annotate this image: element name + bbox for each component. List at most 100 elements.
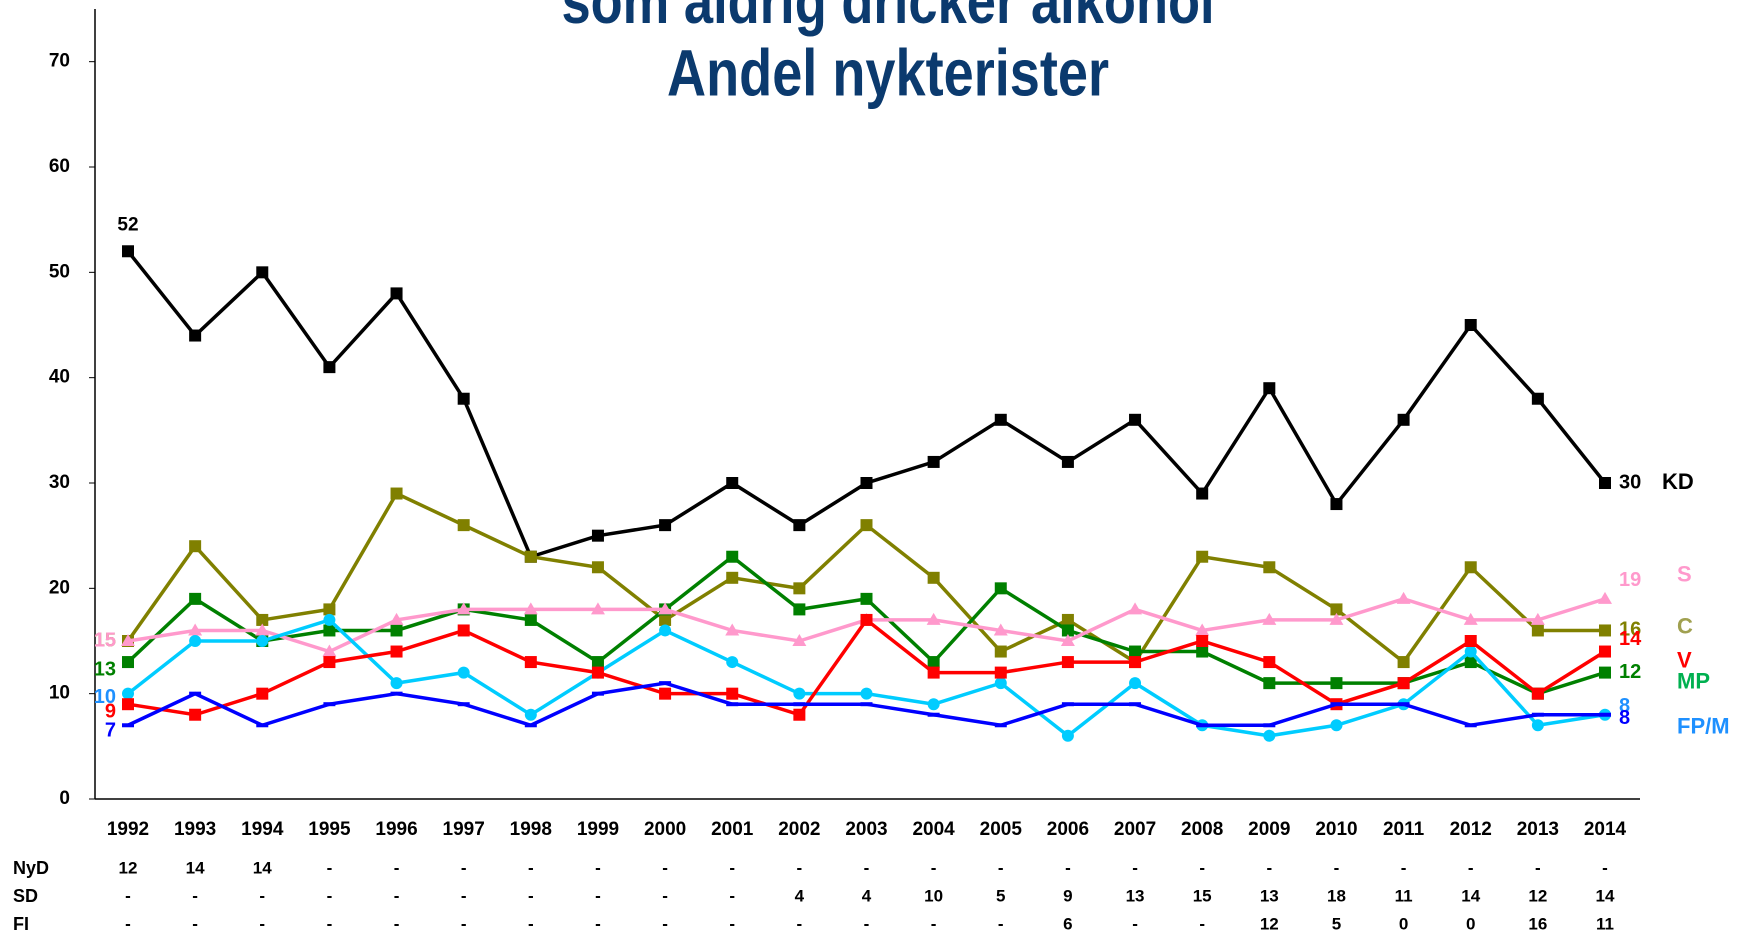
marker: [1263, 382, 1276, 395]
marker: [1262, 612, 1277, 625]
legend-label: MP: [1677, 668, 1710, 693]
table-cell: -: [461, 886, 467, 905]
table-cell: -: [931, 858, 937, 877]
marker: [860, 519, 873, 532]
x-tick-label: 2003: [845, 819, 887, 840]
marker: [726, 550, 739, 563]
marker: [658, 602, 673, 615]
x-tick-label: 2011: [1383, 819, 1425, 840]
line: [126, 617, 1606, 739]
marker: [994, 582, 1007, 595]
table-cell: 18: [1327, 886, 1346, 905]
marker: [189, 691, 202, 696]
marker: [726, 702, 739, 707]
marker: [1128, 602, 1143, 615]
marker: [1330, 677, 1343, 690]
table-cell: -: [998, 858, 1004, 877]
marker: [1464, 645, 1477, 658]
table-cell: -: [1199, 858, 1205, 877]
data-label: 13: [94, 658, 116, 680]
table-cell: -: [1535, 858, 1541, 877]
marker: [122, 656, 134, 669]
marker: [457, 624, 470, 637]
y-tick-label: 20: [49, 577, 70, 598]
marker: [1263, 723, 1276, 728]
marker: [524, 723, 537, 728]
x-tick-label: 2006: [1047, 819, 1089, 840]
marker: [524, 550, 537, 563]
marker: [1599, 712, 1611, 717]
marker: [793, 708, 806, 721]
marker: [994, 677, 1007, 690]
data-label: 15: [94, 629, 116, 651]
x-tick-label: 2001: [711, 819, 754, 840]
marker: [1196, 723, 1209, 728]
marker: [122, 698, 134, 711]
table-cell: 12: [119, 858, 138, 877]
marker: [994, 413, 1007, 426]
chart-title: som aldrig dricker alkohol: [561, 0, 1214, 37]
marker: [659, 613, 672, 626]
marker: [189, 708, 202, 721]
table-row-label: FI: [13, 914, 29, 934]
table-cell: -: [1266, 858, 1272, 877]
marker: [726, 687, 739, 700]
marker: [1598, 591, 1612, 604]
marker: [927, 571, 940, 584]
table-cell: -: [192, 914, 198, 933]
marker: [1464, 656, 1477, 669]
marker: [1464, 723, 1477, 728]
marker: [1263, 561, 1276, 574]
marker: [189, 540, 202, 553]
marker: [1129, 656, 1142, 669]
y-tick-label: 40: [49, 367, 70, 388]
table-cell: -: [931, 914, 937, 933]
legend-label: KD: [1662, 469, 1694, 494]
marker: [994, 666, 1007, 679]
marker: [1397, 413, 1410, 426]
x-tick-label: 1992: [107, 819, 149, 840]
table-cell: 11: [1596, 914, 1614, 933]
marker: [390, 645, 403, 658]
marker: [1061, 624, 1074, 637]
marker: [1599, 624, 1611, 637]
table-cell: -: [259, 886, 265, 905]
marker: [726, 656, 739, 669]
marker: [1397, 677, 1410, 690]
table-cell: 14: [1596, 886, 1615, 905]
table-cell: -: [998, 914, 1004, 933]
marker: [1397, 656, 1410, 669]
x-tick-label: 2014: [1584, 819, 1627, 840]
marker: [1129, 677, 1142, 690]
table-cell: -: [461, 914, 467, 933]
table-row-label: NyD: [13, 858, 49, 878]
marker: [994, 723, 1007, 728]
marker: [994, 645, 1007, 658]
data-label: 8: [1619, 707, 1630, 729]
marker: [256, 635, 269, 647]
marker: [1061, 455, 1074, 468]
marker: [390, 624, 403, 637]
marker: [1061, 729, 1074, 742]
table-cell: -: [595, 914, 601, 933]
marker: [725, 623, 740, 636]
marker: [591, 691, 604, 696]
marker: [389, 612, 404, 625]
table-cell: -: [864, 858, 870, 877]
marker: [591, 561, 604, 574]
data-label: 30: [1619, 471, 1641, 493]
marker: [1061, 613, 1074, 626]
table-cell: -: [1468, 858, 1474, 877]
marker: [1263, 677, 1276, 690]
marker: [1464, 635, 1477, 647]
table-cell: -: [394, 886, 400, 905]
table-cell: 12: [1260, 914, 1279, 933]
marker: [860, 687, 873, 700]
table-cell: -: [662, 914, 668, 933]
table-cell: -: [864, 914, 870, 933]
marker: [993, 623, 1008, 636]
marker: [323, 361, 336, 374]
table-cell: -: [327, 914, 333, 933]
marker: [256, 687, 269, 700]
